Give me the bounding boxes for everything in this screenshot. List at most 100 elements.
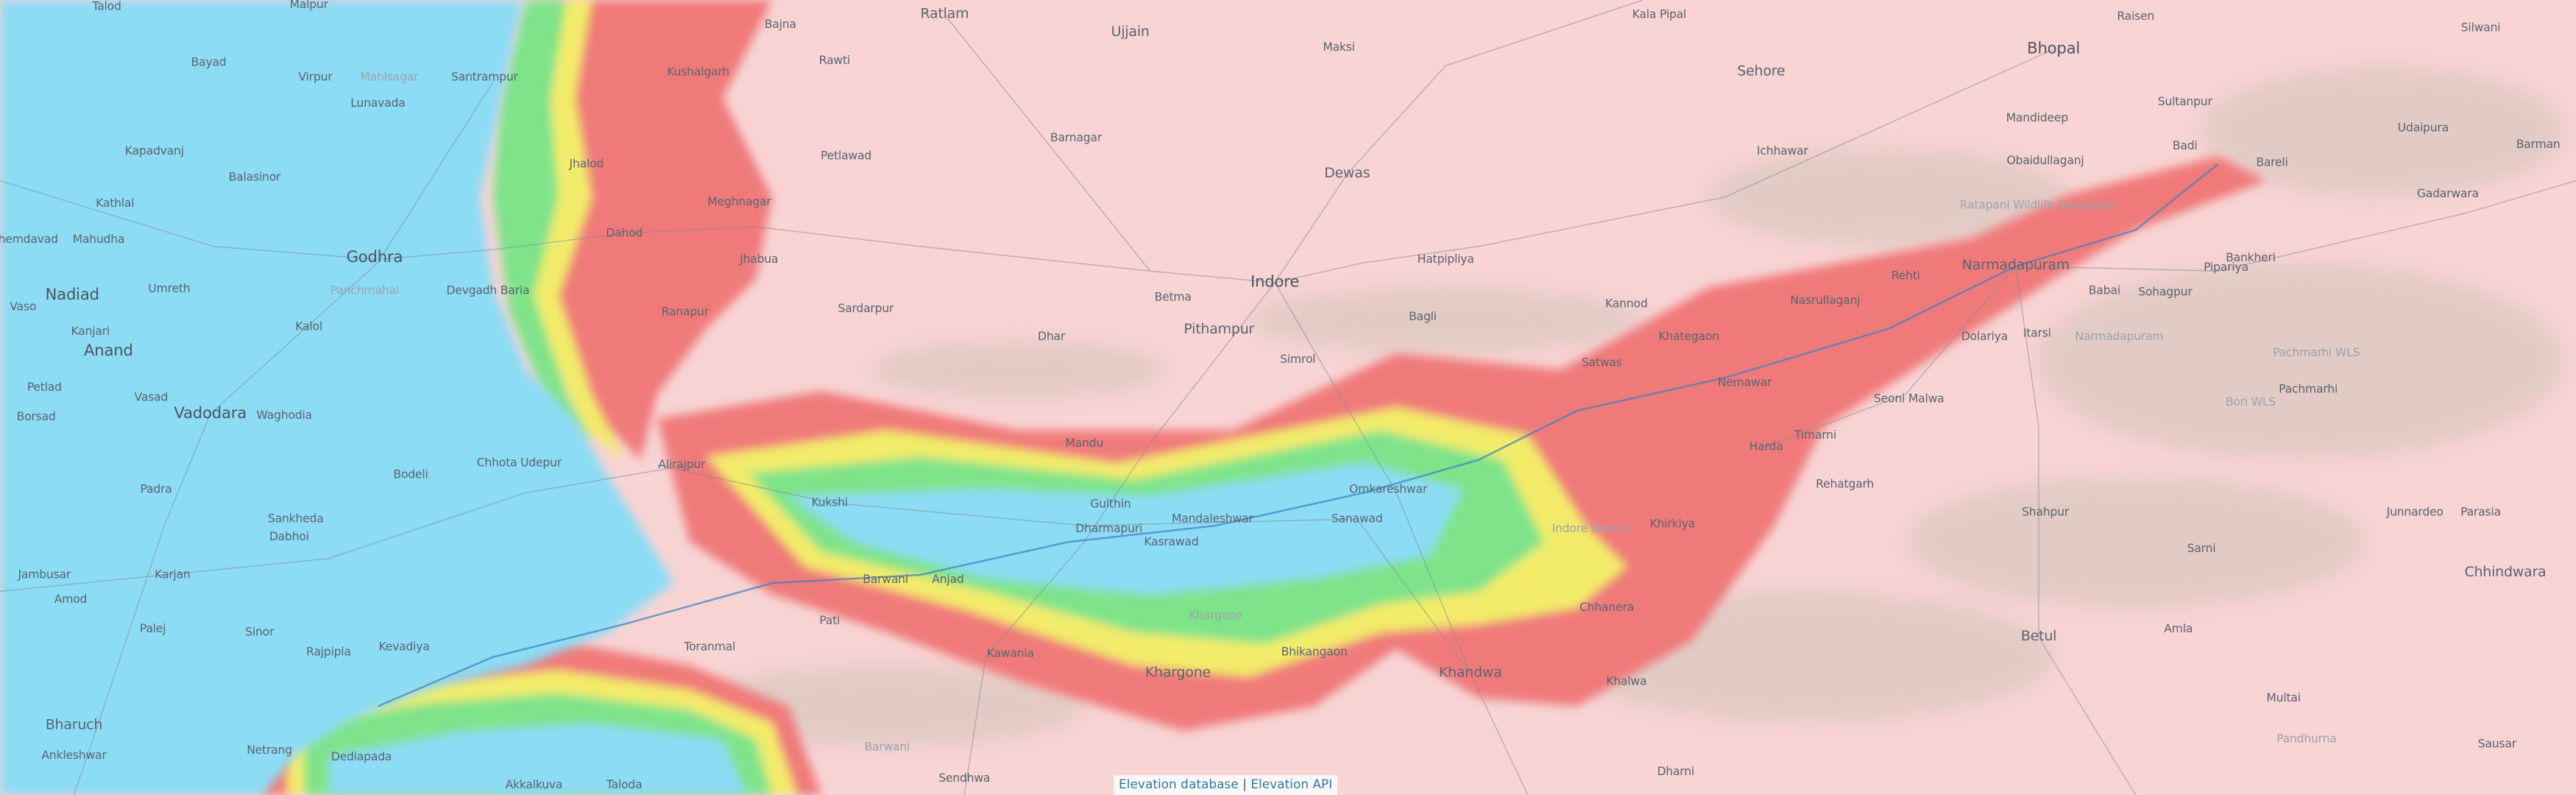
place-label: Bharuch (45, 718, 103, 735)
place-label: Khargone (1189, 609, 1243, 623)
place-label: Khirkiya (1649, 517, 1696, 531)
place-label: Badi (2172, 139, 2198, 153)
place-label: Sehore (1737, 64, 1786, 81)
attribution-bar: Elevation database | Elevation API | O (1114, 775, 1337, 795)
place-label: Satwas (1581, 356, 1622, 370)
place-label: Kushalgarh (667, 66, 729, 80)
place-label: Barman (2516, 138, 2561, 152)
place-label: Khargone (1144, 665, 1211, 682)
place-label: Anand (83, 342, 133, 361)
place-label: Padra (140, 483, 172, 496)
place-label: Palej (139, 622, 166, 636)
place-label: Rehatgarh (1816, 478, 1875, 492)
place-label: Meghnagar (707, 195, 771, 209)
place-label: Simrol (1280, 353, 1316, 367)
place-label: Rawti (818, 54, 851, 68)
place-label: Narmadapuram (1961, 258, 2070, 275)
place-label: Harda (1749, 440, 1783, 453)
low-elevation-area (0, 0, 674, 795)
place-label: Talod (92, 0, 121, 13)
place-label: Malpur (289, 0, 328, 12)
place-label: Sankheda (267, 512, 324, 526)
place-label: Narmadapuram (2075, 330, 2164, 344)
place-label: Dhar (1038, 330, 1066, 344)
place-label: Amod (54, 593, 88, 607)
place-label: Pithampur (1183, 322, 1255, 339)
place-label: Mahudha (72, 233, 125, 247)
place-label: Kevadiya (378, 640, 430, 654)
place-label: Bagli (1409, 310, 1437, 324)
elevation-api-link[interactable]: Elevation API (1250, 777, 1333, 792)
place-label: Gadarwara (2416, 187, 2479, 201)
place-label: Dediapada (330, 750, 392, 764)
place-label: Pachmarhi (2279, 382, 2338, 396)
place-label: Anjad (932, 573, 964, 587)
place-label: Lunavada (350, 96, 406, 110)
place-label: Vaso (10, 300, 37, 314)
place-label: Kannod (1605, 297, 1648, 311)
place-label: Indore (1250, 273, 1300, 292)
place-label: Taloda (606, 778, 643, 792)
place-label: Omkareshwar (1349, 483, 1428, 496)
place-label: Ratlam (920, 6, 969, 24)
place-label: Netrang (247, 743, 292, 757)
place-label: Khandwa (1438, 665, 1502, 682)
place-label: Godhra (346, 249, 403, 267)
place-label: Karjan (155, 568, 191, 582)
place-label: Pati (819, 614, 841, 628)
place-label: Devgadh Baria (446, 284, 530, 297)
place-label: Raisen (2117, 10, 2155, 24)
narmada-river (377, 163, 2219, 707)
place-label: Gulthin (1090, 498, 1131, 511)
place-label: Petlawad (821, 149, 872, 163)
place-label: Santrampur (451, 70, 518, 84)
place-label: Dahod (606, 226, 643, 240)
place-label: Ranapur (661, 305, 709, 319)
place-label: Panchmahal (330, 284, 400, 297)
place-label: Mandu (1065, 437, 1104, 451)
place-label: Kasrawad (1144, 535, 1199, 549)
place-label: Betma (1154, 290, 1192, 304)
place-label: Nemawar (1717, 375, 1772, 389)
place-label: Bhopal (2027, 40, 2081, 59)
place-label: Jhalod (569, 158, 604, 172)
place-label: Mahisagar (360, 70, 419, 84)
place-label: Ichhawar (1757, 144, 1808, 158)
place-label: Maksi (1323, 40, 1355, 54)
place-label: Pandhurna (2276, 732, 2337, 746)
place-label: Sardarpur (838, 302, 894, 316)
place-label: Alirajpur (658, 458, 706, 472)
separator: | (1242, 777, 1247, 792)
place-label: Rehti (1891, 269, 1920, 283)
place-label: Parasia (2460, 506, 2501, 520)
place-label: ahemdavad (0, 233, 58, 247)
place-label: Amla (2164, 622, 2193, 636)
place-label: Barnagar (1050, 131, 1103, 145)
place-label: Babai (2088, 284, 2120, 297)
place-label: Sausar (2477, 737, 2516, 751)
low-elevation-area-south (328, 722, 748, 795)
place-label: Toranmal (684, 640, 736, 654)
place-label: Ratapani Wildlife Sanctuary (1959, 198, 2115, 212)
place-label: Dewas (1324, 166, 1370, 183)
place-label: Chhota Udepur (476, 456, 562, 470)
hillshade (690, 66, 2563, 748)
place-label: Chhanera (1579, 601, 1635, 615)
place-label: Sarni (2187, 542, 2216, 556)
place-label: Multai (2266, 691, 2301, 705)
elevation-database-link[interactable]: Elevation database (1119, 777, 1239, 792)
place-label: Bayad (191, 55, 227, 69)
place-label: Kukshi (811, 495, 848, 509)
place-label: Sohagpur (2138, 286, 2193, 300)
place-label: Rajpipla (306, 645, 351, 659)
place-label: Ujjain (1111, 24, 1150, 41)
place-label: Khalwa (1606, 675, 1647, 688)
place-label: Dolariya (1961, 330, 2009, 344)
place-label: Kala Pipal (1632, 8, 1687, 22)
place-label: Virpur (298, 70, 333, 84)
place-label: Ankleshwar (41, 749, 107, 763)
place-label: Silwani (2460, 21, 2501, 35)
